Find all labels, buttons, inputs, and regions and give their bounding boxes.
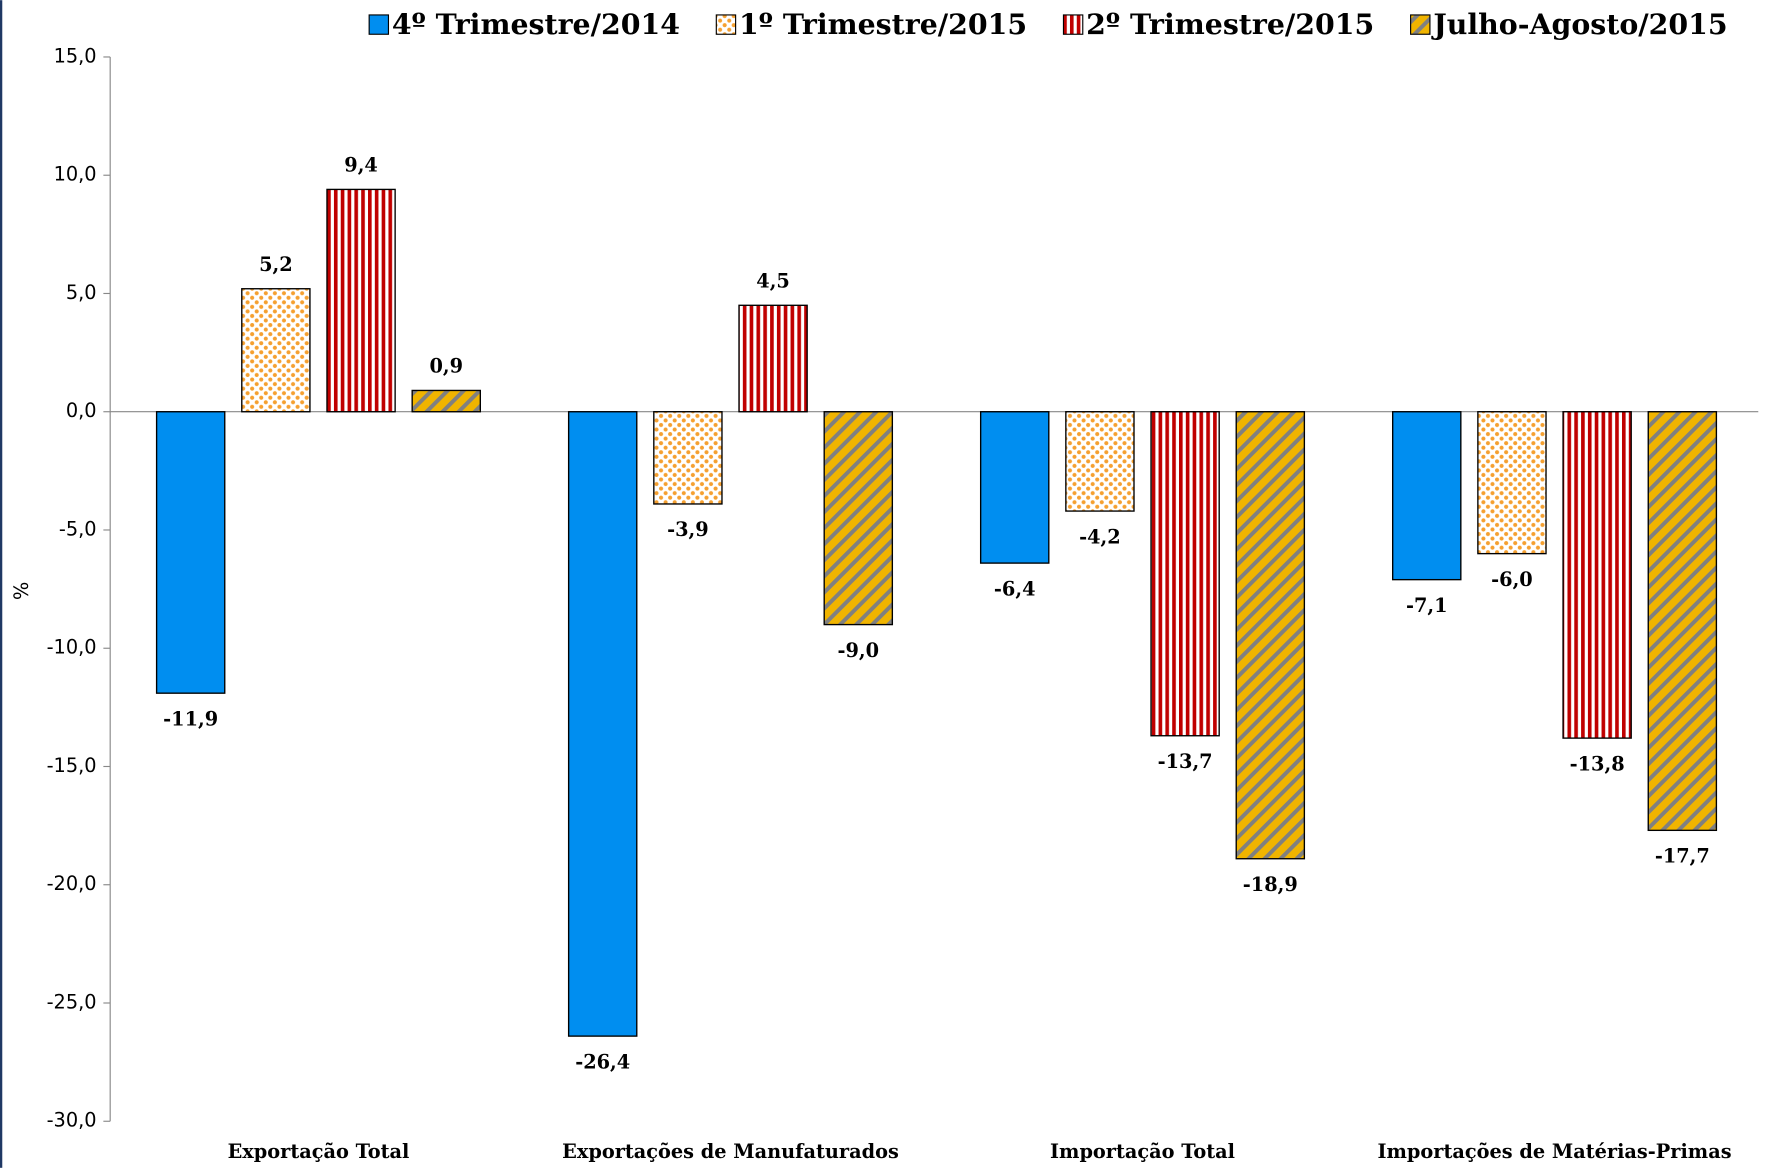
legend-swatch (368, 14, 390, 35)
bar (1392, 411, 1462, 581)
y-tick-label: -5,0 (59, 517, 97, 540)
page-border (0, 0, 3, 1168)
value-label: 5,2 (259, 253, 293, 276)
value-label: -9,0 (837, 639, 879, 662)
x-tick-label: Exportação Total (228, 1140, 410, 1163)
legend-swatch (1410, 14, 1431, 35)
value-label: -11,9 (163, 707, 218, 730)
y-tick-label: 10,0 (54, 163, 97, 186)
bar (979, 411, 1050, 564)
bar (1562, 411, 1632, 739)
x-tick-label: Exportações de Manufaturados (562, 1140, 899, 1163)
value-label: -4,2 (1079, 525, 1121, 548)
legend-label: 4º Trimestre/2014 (392, 7, 680, 41)
value-label: -26,4 (575, 1050, 630, 1073)
y-tick-label: 0,0 (66, 399, 97, 422)
legend-swatch (1062, 14, 1084, 35)
value-label: -18,9 (1243, 873, 1298, 896)
value-label: -6,0 (1491, 568, 1533, 591)
value-label: 4,5 (756, 270, 790, 293)
bar (1150, 411, 1220, 737)
x-tick-label: Importações de Matérias-Primas (1377, 1140, 1731, 1163)
value-label: -13,8 (1570, 752, 1625, 775)
value-label: -13,7 (1158, 750, 1213, 773)
bar (241, 288, 311, 413)
y-tick-label: -10,0 (47, 636, 97, 659)
y-axis-label: % (10, 582, 33, 600)
bar (411, 389, 482, 413)
bar (738, 304, 808, 413)
bar (155, 411, 226, 694)
legend-swatch (715, 14, 737, 35)
value-label: 9,4 (344, 154, 378, 177)
legend-label: 2º Trimestre/2015 (1086, 7, 1374, 41)
value-label: -17,7 (1655, 845, 1710, 868)
y-tick-label: -20,0 (47, 872, 97, 895)
bar (1647, 411, 1718, 832)
y-tick-label: 15,0 (54, 44, 97, 67)
y-tick-label: -30,0 (47, 1109, 97, 1132)
value-label: 0,9 (429, 355, 463, 378)
legend-label: 1º Trimestre/2015 (739, 7, 1027, 41)
y-tick-label: -25,0 (47, 990, 97, 1013)
bar (823, 411, 894, 626)
bar (326, 188, 396, 413)
bar (1065, 411, 1135, 512)
value-label: -3,9 (667, 518, 709, 541)
bar (653, 411, 723, 505)
value-label: -7,1 (1406, 594, 1448, 617)
bar (1477, 411, 1547, 555)
legend-label: Julho-Agosto/2015 (1430, 7, 1727, 41)
x-tick-label: Importação Total (1050, 1140, 1235, 1163)
bar (1235, 411, 1306, 860)
value-label: -6,4 (994, 577, 1036, 600)
y-tick-label: -15,0 (47, 754, 97, 777)
legend: 4º Trimestre/2014 1º Trimestre/2015 2º Tri… (368, 7, 1728, 41)
bar (567, 411, 638, 1037)
y-tick-label: 5,0 (66, 281, 97, 304)
